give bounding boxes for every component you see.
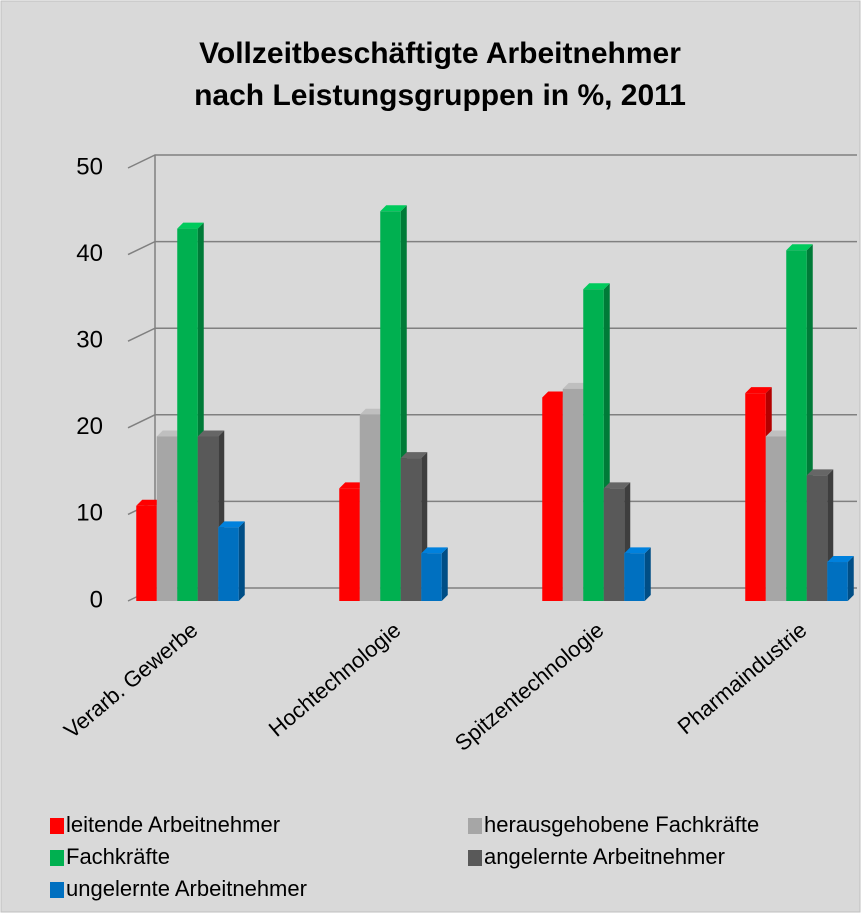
bar-top (359, 408, 387, 415)
bar (136, 505, 157, 601)
bar (806, 475, 828, 601)
bar-top (745, 387, 772, 394)
bar (603, 488, 625, 601)
bar-top (400, 452, 428, 459)
bar-top (542, 391, 569, 398)
bar (218, 527, 239, 601)
bar (421, 553, 442, 601)
y-tick-label: 0 (90, 586, 103, 613)
legend-swatch (468, 818, 482, 834)
bar-side (644, 547, 651, 601)
bar-top (827, 556, 854, 563)
bar (786, 250, 807, 601)
bar-top (156, 430, 184, 437)
y-tick-label: 10 (76, 500, 103, 527)
legend-label: herausgehobene Fachkräfte (484, 812, 759, 837)
legend-label: angelernte Arbeitnehmer (484, 844, 725, 869)
bar-top (562, 382, 590, 389)
bar-top (603, 482, 631, 489)
legend-swatch (468, 850, 482, 866)
bar (197, 436, 219, 601)
bar-top (177, 222, 204, 229)
bar (765, 436, 787, 601)
bar (562, 388, 584, 601)
bar-top (380, 205, 407, 212)
bar (359, 414, 381, 601)
legend-label: leitende Arbeitnehmer (66, 812, 280, 837)
bar-top (339, 482, 366, 489)
y-tick-label: 40 (76, 240, 103, 267)
y-tick-label: 50 (76, 153, 103, 180)
legend-label: ungelernte Arbeitnehmer (66, 876, 307, 901)
bar-top (624, 547, 651, 554)
y-tick-label: 20 (76, 413, 103, 440)
bar (156, 436, 178, 601)
bar-side (847, 556, 854, 601)
bar (542, 397, 563, 601)
bar (624, 553, 645, 601)
bar-top (786, 244, 813, 251)
bar (400, 458, 422, 601)
bar-top (136, 499, 163, 506)
legend-swatch (50, 850, 64, 866)
bar-top (806, 469, 834, 476)
legend-swatch (50, 818, 64, 834)
bar (177, 228, 198, 601)
bar (380, 211, 401, 602)
bar-top (765, 430, 793, 437)
bar (827, 562, 848, 601)
legend-label: Fachkräfte (66, 844, 170, 869)
bar-top (421, 547, 448, 554)
y-tick-label: 30 (76, 327, 103, 354)
bar-side (441, 547, 448, 601)
legend-swatch (50, 882, 64, 898)
chart-title: Vollzeitbeschäftigte Arbeitnehmer (199, 37, 681, 70)
bar-top (197, 430, 225, 437)
bar-top (583, 283, 610, 290)
chart-title: nach Leistungsgruppen in %, 2011 (194, 79, 686, 112)
bar-side (238, 521, 245, 601)
bar-top (218, 521, 245, 528)
bar (583, 289, 604, 601)
bar (339, 488, 360, 601)
bar (745, 393, 766, 601)
